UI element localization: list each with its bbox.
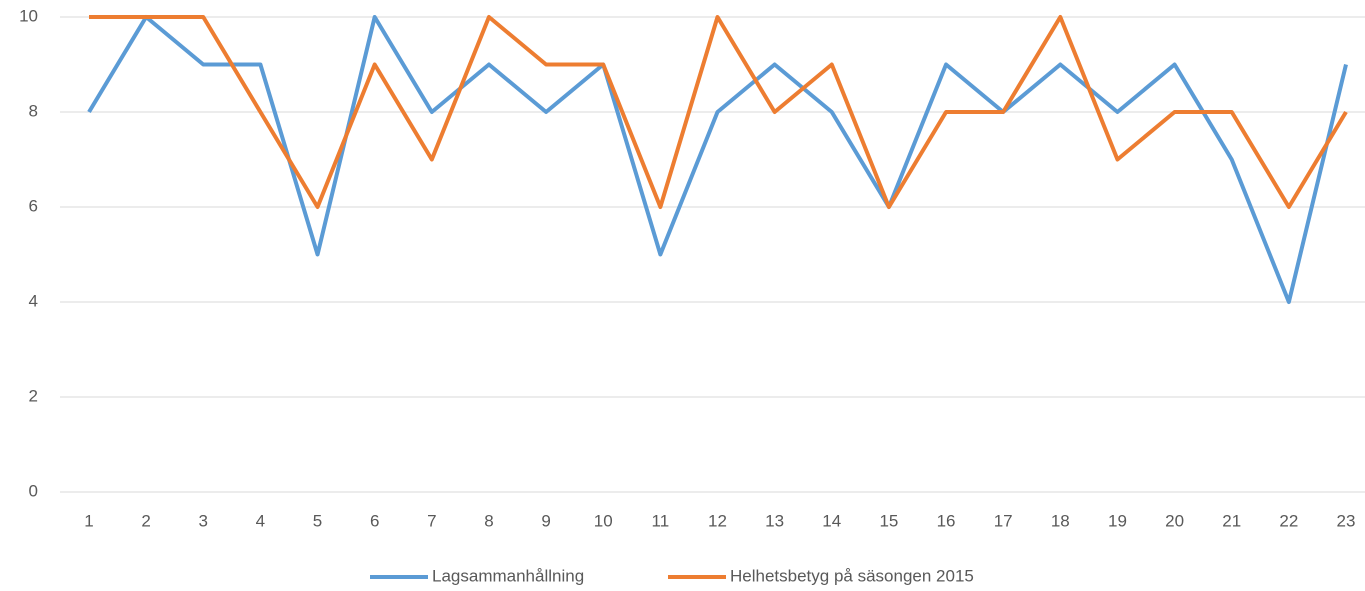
x-tick-label: 11 (652, 511, 670, 530)
y-tick-label: 8 (29, 101, 38, 120)
x-tick-label: 2 (141, 511, 150, 530)
y-tick-label: 0 (29, 481, 38, 500)
x-tick-label: 7 (427, 511, 436, 530)
y-tick-label: 6 (29, 196, 38, 215)
x-tick-label: 9 (541, 511, 550, 530)
series-line (87, 15, 1348, 304)
x-tick-label: 6 (370, 511, 379, 530)
legend-label: Helhetsbetyg på säsongen 2015 (730, 566, 974, 585)
y-tick-label: 4 (29, 291, 38, 310)
x-tick-label: 14 (822, 511, 841, 530)
x-tick-label: 22 (1279, 511, 1298, 530)
x-tick-label: 5 (313, 511, 322, 530)
x-tick-label: 23 (1337, 511, 1356, 530)
x-tick-label: 12 (708, 511, 727, 530)
x-tick-label: 18 (1051, 511, 1070, 530)
y-tick-label: 2 (29, 386, 38, 405)
x-tick-label: 4 (256, 511, 265, 530)
x-tick-label: 3 (199, 511, 208, 530)
x-tick-label: 10 (594, 511, 613, 530)
x-tick-label: 8 (484, 511, 493, 530)
x-tick-label: 19 (1108, 511, 1127, 530)
x-tick-label: 13 (765, 511, 784, 530)
x-tick-label: 21 (1222, 511, 1241, 530)
x-tick-label: 15 (879, 511, 898, 530)
x-tick-label: 1 (84, 511, 93, 530)
x-tick-label: 16 (937, 511, 956, 530)
x-tick-label: 20 (1165, 511, 1184, 530)
series-line (89, 15, 1348, 209)
x-tick-label: 17 (994, 511, 1013, 530)
legend-label: Lagsammanhållning (432, 566, 584, 585)
y-tick-label: 10 (19, 6, 38, 25)
